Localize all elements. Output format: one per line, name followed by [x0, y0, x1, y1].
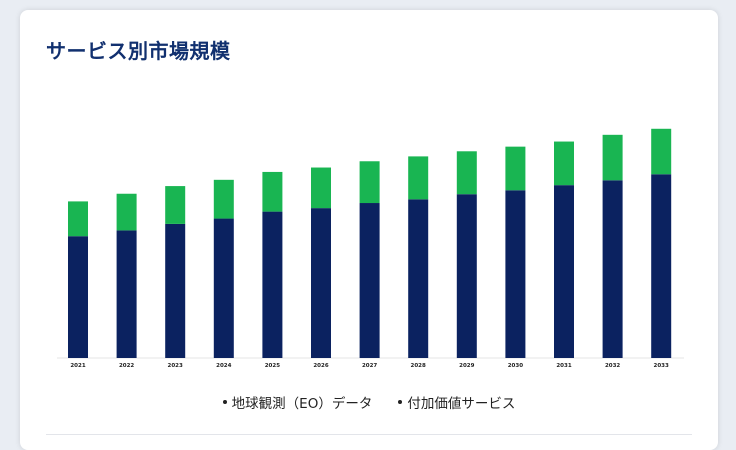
- x-tick-label-2021: 2021: [70, 363, 85, 369]
- legend-label-value-added-services: 付加価値サービス: [407, 396, 516, 412]
- x-tick-labels: 2021 2022 2023 2024 2025 2026 2027 2028 2029 2030…: [70, 363, 669, 369]
- x-tick-label-2027: 2027: [362, 363, 377, 369]
- bar-2033-series-0[interactable]: [651, 174, 672, 358]
- bar-2031-series-0[interactable]: [554, 185, 574, 358]
- bar-2022-series-0[interactable]: [116, 230, 137, 358]
- bar-2025-series-1[interactable]: [262, 171, 283, 212]
- bar-2032-series-1[interactable]: [602, 134, 623, 181]
- chart-legend: 地球観測（EO）データ 付加価値サービス: [20, 392, 718, 412]
- stacked-bar-chart: 2021 2022 2023 2024 2025 2026 2027 2028 2029 2030…: [57, 128, 684, 369]
- x-tick-label-2026: 2026: [313, 363, 328, 369]
- bar-2030-series-0[interactable]: [505, 190, 526, 358]
- legend-item-eo-data[interactable]: 地球観測（EO）データ: [222, 392, 373, 412]
- x-tick-label-2030: 2030: [508, 363, 523, 369]
- bar-2031-series-1[interactable]: [554, 141, 574, 186]
- bar-2026-series-0[interactable]: [311, 208, 331, 358]
- chart-title: サービス別市場規模: [46, 39, 231, 63]
- bar-2026-series-1[interactable]: [311, 167, 331, 209]
- x-tick-label-2033: 2033: [654, 363, 669, 369]
- bar-2024-series-0[interactable]: [213, 218, 234, 358]
- bar-2023-series-0[interactable]: [165, 223, 186, 358]
- legend-bullet-icon: [222, 400, 227, 404]
- bar-2021-series-1[interactable]: [68, 201, 88, 237]
- bar-2030-series-1[interactable]: [505, 146, 526, 191]
- bar-2032-series-0[interactable]: [602, 180, 623, 358]
- legend-bullet-icon: [398, 400, 403, 404]
- bar-2033-series-1[interactable]: [651, 128, 672, 175]
- x-tick-label-2032: 2032: [605, 363, 620, 369]
- bar-2027-series-1[interactable]: [359, 161, 380, 204]
- bar-2021-series-0[interactable]: [68, 236, 88, 358]
- bar-2027-series-0[interactable]: [359, 203, 380, 358]
- bar-2028-series-1[interactable]: [408, 156, 429, 200]
- bar-2025-series-0[interactable]: [262, 211, 283, 358]
- card-divider: [46, 434, 692, 435]
- bar-2029-series-0[interactable]: [456, 194, 477, 358]
- x-tick-label-2031: 2031: [556, 363, 571, 369]
- bar-2024-series-1[interactable]: [213, 179, 234, 219]
- x-tick-label-2028: 2028: [411, 363, 426, 369]
- bar-group: [68, 128, 672, 358]
- bar-2022-series-1[interactable]: [116, 193, 137, 231]
- x-tick-label-2025: 2025: [265, 363, 280, 369]
- x-tick-label-2023: 2023: [168, 363, 183, 369]
- chart-card: サービス別市場規模 2021 2022 2023 2024 2025 2026 2027 20…: [20, 10, 718, 450]
- x-tick-label-2029: 2029: [459, 363, 474, 369]
- x-tick-label-2024: 2024: [216, 363, 231, 369]
- bar-2023-series-1[interactable]: [165, 186, 186, 224]
- bar-2028-series-0[interactable]: [408, 199, 429, 358]
- legend-label-eo-data: 地球観測（EO）データ: [231, 396, 373, 412]
- x-tick-label-2022: 2022: [119, 363, 134, 369]
- legend-item-value-added-services[interactable]: 付加価値サービス: [398, 392, 515, 412]
- bar-2029-series-1[interactable]: [456, 151, 477, 195]
